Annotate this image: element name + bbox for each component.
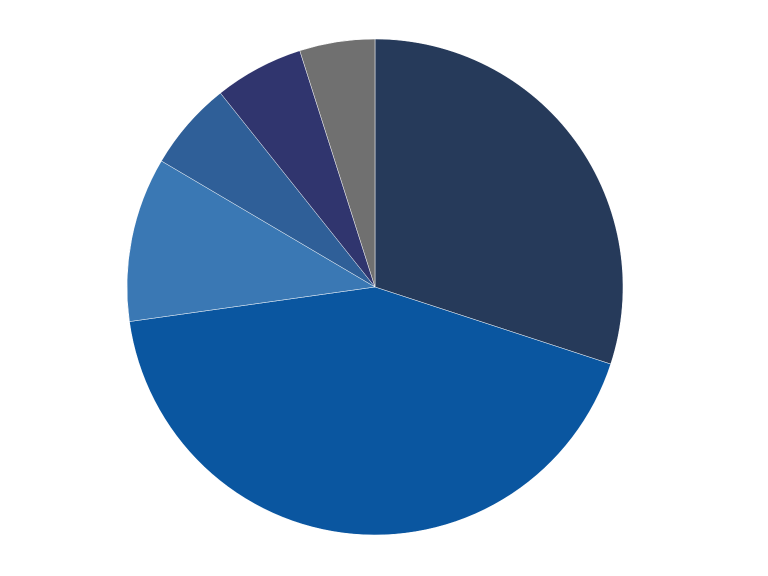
pie-slice: [299, 38, 376, 288]
pie-slice: [129, 286, 612, 536]
pie-slice: [374, 38, 624, 365]
pie-slice: [126, 160, 376, 322]
